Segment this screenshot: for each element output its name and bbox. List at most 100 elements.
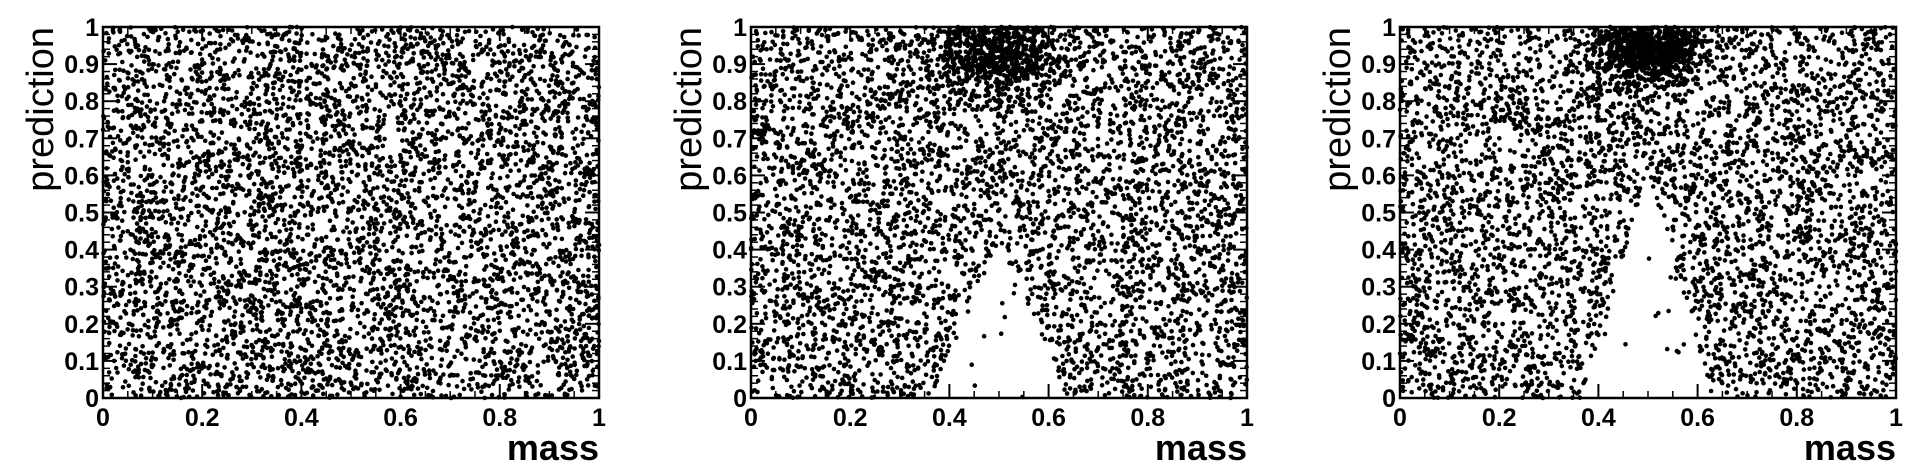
scatter-point <box>329 382 335 388</box>
scatter-point <box>324 67 329 72</box>
scatter-point <box>256 131 262 137</box>
scatter-point <box>280 74 286 80</box>
scatter-point <box>514 357 519 363</box>
scatter-point <box>398 103 404 108</box>
scatter-point <box>148 284 154 289</box>
scatter-point <box>245 165 251 171</box>
scatter-point <box>473 43 479 49</box>
scatter-point <box>256 169 262 174</box>
scatter-point <box>423 199 429 205</box>
scatter-point <box>459 205 465 211</box>
scatter-point <box>524 122 529 127</box>
scatter-point <box>497 276 502 282</box>
scatter-point <box>366 98 372 103</box>
scatter-point <box>521 42 527 48</box>
scatter-point <box>427 371 432 377</box>
scatter-point <box>426 168 432 174</box>
scatter-point <box>277 240 283 245</box>
scatter-point <box>317 382 322 388</box>
scatter-point <box>215 242 220 247</box>
scatter-point <box>433 224 439 229</box>
scatter-point <box>294 93 300 98</box>
scatter-point <box>458 173 464 179</box>
scatter-point <box>320 275 326 281</box>
scatter-point <box>412 36 418 41</box>
scatter-point <box>543 38 549 43</box>
scatter-point <box>126 94 131 100</box>
scatter-point <box>569 324 575 330</box>
scatter-point <box>165 208 170 213</box>
scatter-point <box>379 317 385 322</box>
scatter-point <box>361 235 366 240</box>
scatter-point <box>145 92 150 98</box>
scatter-point <box>153 49 158 54</box>
scatter-point <box>360 126 366 131</box>
scatter-point <box>254 316 259 321</box>
scatter-point <box>123 302 129 308</box>
scatter-point <box>550 73 555 78</box>
scatter-point <box>357 239 362 244</box>
scatter-point <box>184 382 190 387</box>
scatter-point <box>573 276 579 281</box>
scatter-point <box>237 378 243 384</box>
scatter-point <box>488 276 493 281</box>
scatter-point <box>322 332 327 338</box>
scatter-point <box>403 115 409 120</box>
scatter-point <box>188 262 194 268</box>
scatter-point <box>535 279 541 285</box>
scatter-point <box>470 141 475 146</box>
scatter-point <box>394 200 399 205</box>
scatter-point <box>494 291 499 296</box>
scatter-point <box>593 206 598 212</box>
scatter-point <box>289 160 295 166</box>
scatter-point <box>267 364 273 369</box>
scatter-point <box>338 262 344 267</box>
scatter-point <box>411 296 417 301</box>
scatter-point <box>434 128 439 133</box>
scatter-point <box>363 162 368 167</box>
scatter-point <box>404 233 410 239</box>
scatter-point <box>556 370 562 376</box>
scatter-point <box>507 360 513 366</box>
scatter-point <box>214 261 219 266</box>
scatter-point <box>384 163 390 168</box>
scatter-point <box>458 39 464 45</box>
scatter-point <box>530 146 536 152</box>
scatter-point <box>502 59 507 64</box>
scatter-point <box>419 243 424 248</box>
scatter-point <box>369 74 374 79</box>
scatter-point <box>450 73 456 78</box>
scatter-point <box>416 62 422 68</box>
scatter-point <box>586 220 592 226</box>
scatter-point <box>373 217 379 222</box>
scatter-point <box>282 170 287 175</box>
scatter-point <box>209 70 214 75</box>
scatter-point <box>463 66 468 71</box>
scatter-point <box>153 379 159 385</box>
scatter-point <box>200 272 205 277</box>
scatter-point <box>223 281 229 286</box>
scatter-point <box>461 163 466 169</box>
scatter-point <box>557 179 562 184</box>
scatter-point <box>203 169 209 174</box>
scatter-point <box>174 250 179 255</box>
scatter-point <box>403 326 409 331</box>
scatter-point <box>297 169 302 174</box>
scatter-point <box>222 61 228 66</box>
scatter-point <box>255 96 261 101</box>
scatter-point <box>352 198 358 203</box>
scatter-point <box>152 151 158 157</box>
scatter-point <box>418 70 424 75</box>
scatter-point <box>221 345 226 351</box>
scatter-point <box>125 76 131 81</box>
scatter-point <box>165 343 171 349</box>
scatter-point <box>440 193 445 198</box>
scatter-point <box>238 261 244 267</box>
scatter-point <box>269 297 275 303</box>
scatter-point <box>543 170 548 176</box>
scatter-point <box>586 254 591 260</box>
scatter-point <box>234 264 239 270</box>
scatter-point <box>455 245 461 251</box>
scatter-point <box>570 146 576 151</box>
scatter-point <box>294 317 300 322</box>
